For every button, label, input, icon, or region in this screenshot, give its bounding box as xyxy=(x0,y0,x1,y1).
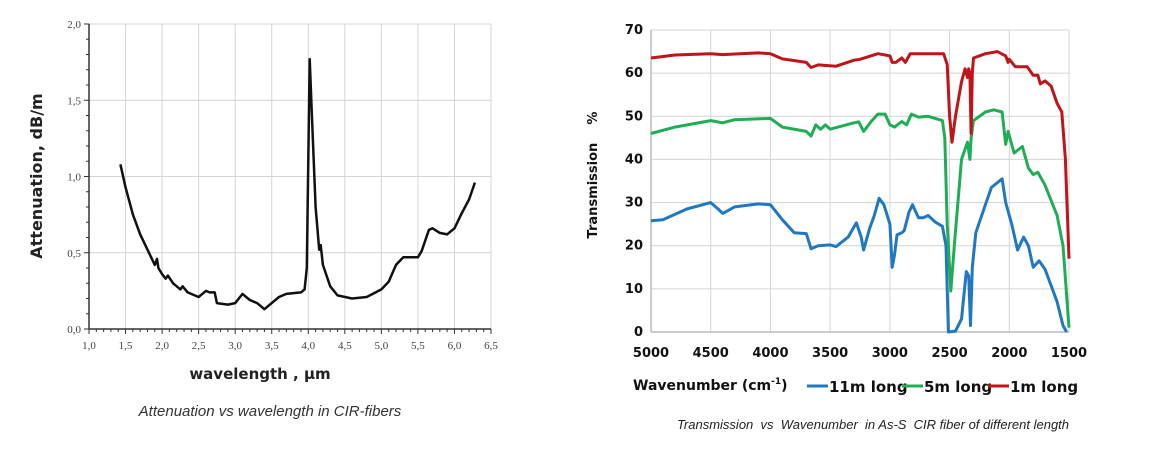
y-tick-label: 0,0 xyxy=(67,324,81,336)
series-line-11m-long xyxy=(650,177,1068,334)
x-tick-label: 2,5 xyxy=(192,340,206,352)
y-tick-label: 40 xyxy=(625,152,643,167)
legend: 11m long 5m long 1m long xyxy=(807,378,1078,396)
x-tick-label: 5,5 xyxy=(411,340,425,352)
x-tick-label: 6,0 xyxy=(448,340,462,352)
x-tick-label: 1500 xyxy=(1051,346,1087,361)
y-tick-label: 20 xyxy=(625,239,643,254)
x-tick-label: 5,0 xyxy=(374,340,388,352)
y-tick-label: 60 xyxy=(625,66,643,81)
x-tick-label: 3500 xyxy=(812,346,848,361)
x-axis-label-sup: -1 xyxy=(771,377,781,387)
y-tick-label: 0,5 xyxy=(67,248,81,260)
transmission-chart: 5000 4500 4000 3500 3000 2500 2000 1500 0 10 20 30 4… xyxy=(625,23,1087,361)
x-axis-label: wavelength , µm xyxy=(189,365,330,383)
x-tick-label: 3,0 xyxy=(228,340,242,352)
legend-label: 1m long xyxy=(1010,378,1078,396)
x-tick-label: 2,0 xyxy=(155,340,169,352)
chart-caption: Attenuation vs wavelength in CIR-fibers xyxy=(138,403,402,420)
y-axis-label: Attenuation, dB/m xyxy=(27,93,46,258)
y-tick-label: 30 xyxy=(625,196,643,211)
x-tick-label: 3,5 xyxy=(265,340,279,352)
x-tick-label: 4,0 xyxy=(301,340,315,352)
x-axis-label: Wavenumber (cm-1) xyxy=(633,377,788,394)
y-tick-label: 1,0 xyxy=(67,172,81,184)
x-tick-label: 4000 xyxy=(752,346,788,361)
series-line-5m-long xyxy=(650,108,1071,328)
x-axis-label-text: Wavenumber (cm xyxy=(633,378,771,394)
x-tick-label: 5000 xyxy=(633,346,669,361)
x-tick-label: 2000 xyxy=(991,346,1027,361)
x-tick-label: 2500 xyxy=(931,346,967,361)
chart-caption: Transmission vs Wavenumber in As-S CIR f… xyxy=(677,417,1069,432)
x-tick-label: 1,0 xyxy=(82,340,96,352)
y-tick-label: 10 xyxy=(625,282,643,297)
y-tick-label: 70 xyxy=(625,23,643,38)
x-tick-label: 4500 xyxy=(693,346,729,361)
attenuation-chart: 1,0 1,5 2,0 2,5 3,0 3,5 4,0 4,5 5,0 5,5 6,0 6,5 0,0 0… xyxy=(67,19,498,352)
y-tick-label: 2,0 xyxy=(67,19,81,31)
y-axis-label: Transmission % xyxy=(586,112,601,239)
x-axis-label-end: ) xyxy=(781,378,787,394)
x-tick-label: 3000 xyxy=(872,346,908,361)
y-tick-label: 1,5 xyxy=(67,95,81,107)
series-line-attenuation xyxy=(119,57,477,311)
x-tick-label: 6,5 xyxy=(484,340,498,352)
x-tick-label: 4,5 xyxy=(338,340,352,352)
legend-label: 5m long xyxy=(924,378,992,396)
y-tick-label: 50 xyxy=(625,109,643,124)
y-tick-label: 0 xyxy=(634,325,643,340)
legend-label: 11m long xyxy=(829,378,908,396)
x-tick-label: 1,5 xyxy=(119,340,133,352)
series-line-1m-long xyxy=(650,50,1071,259)
